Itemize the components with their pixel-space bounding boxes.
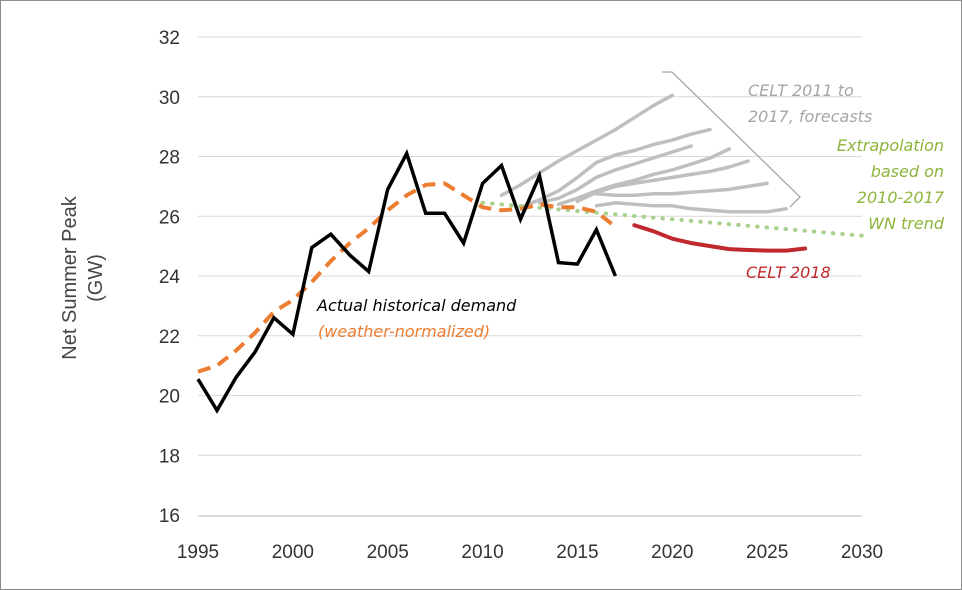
series-lines bbox=[196, 93, 864, 414]
y-tick-label-22: 22 bbox=[159, 327, 180, 348]
y-axis-label-line1: Net Summer Peak bbox=[59, 195, 81, 359]
x-tick-label-1995: 1995 bbox=[177, 542, 219, 563]
y-axis-label-line2: (GW) bbox=[85, 254, 107, 302]
actual-demand-line bbox=[196, 148, 618, 414]
forecast-bracket bbox=[662, 71, 801, 208]
y-tick-label-26: 26 bbox=[159, 207, 180, 228]
annotation-weather-normalized: (weather-normalized) bbox=[318, 322, 490, 341]
annotation-extrapolation-line3: 2010-2017 bbox=[857, 188, 945, 207]
y-tick-label-18: 18 bbox=[159, 446, 180, 467]
y-tick-label-30: 30 bbox=[159, 88, 180, 109]
x-tick-label-2025: 2025 bbox=[746, 542, 788, 563]
forecast-line-4 bbox=[556, 147, 731, 207]
x-tick-label-2020: 2020 bbox=[651, 542, 693, 563]
forecast-line-6 bbox=[594, 181, 769, 198]
annotation-extrapolation-line1: Extrapolation bbox=[837, 136, 944, 155]
y-axis-ticks: 16 18 20 22 24 26 28 30 32 bbox=[159, 28, 181, 527]
annotation-extrapolation-line4: WN trend bbox=[868, 214, 945, 233]
y-tick-label-32: 32 bbox=[159, 28, 180, 49]
forecast-line-1 bbox=[499, 93, 675, 198]
y-tick-label-24: 24 bbox=[159, 267, 181, 288]
annotation-extrapolation-line2: based on bbox=[871, 162, 944, 181]
annotation-forecasts-line2: 2017, forecasts bbox=[748, 107, 872, 126]
extrapolation-line bbox=[480, 200, 864, 238]
x-tick-label-2030: 2030 bbox=[841, 542, 883, 563]
forecast-line-3 bbox=[537, 144, 694, 205]
annotation-forecasts-line1: CELT 2011 to bbox=[748, 81, 854, 100]
gridlines bbox=[198, 36, 862, 456]
x-axis-ticks: 1995 2000 2005 2010 2015 2020 2025 2030 bbox=[177, 542, 883, 563]
celt-2018-line bbox=[632, 223, 808, 253]
annotation-actual: Actual historical demand bbox=[316, 296, 517, 315]
x-tick-label-2015: 2015 bbox=[556, 542, 598, 563]
forecast-line-5 bbox=[575, 159, 750, 204]
y-tick-label-20: 20 bbox=[159, 387, 180, 408]
y-tick-label-28: 28 bbox=[159, 148, 180, 169]
x-tick-label-2010: 2010 bbox=[461, 542, 503, 563]
forecast-line-2 bbox=[518, 127, 712, 210]
x-tick-label-2005: 2005 bbox=[367, 542, 409, 563]
forecast-line-7 bbox=[594, 201, 788, 214]
forecast-bracket-line bbox=[662, 71, 801, 208]
annotation-celt2018: CELT 2018 bbox=[746, 263, 831, 282]
x-tick-label-2000: 2000 bbox=[272, 542, 314, 563]
y-tick-label-16: 16 bbox=[159, 506, 180, 527]
